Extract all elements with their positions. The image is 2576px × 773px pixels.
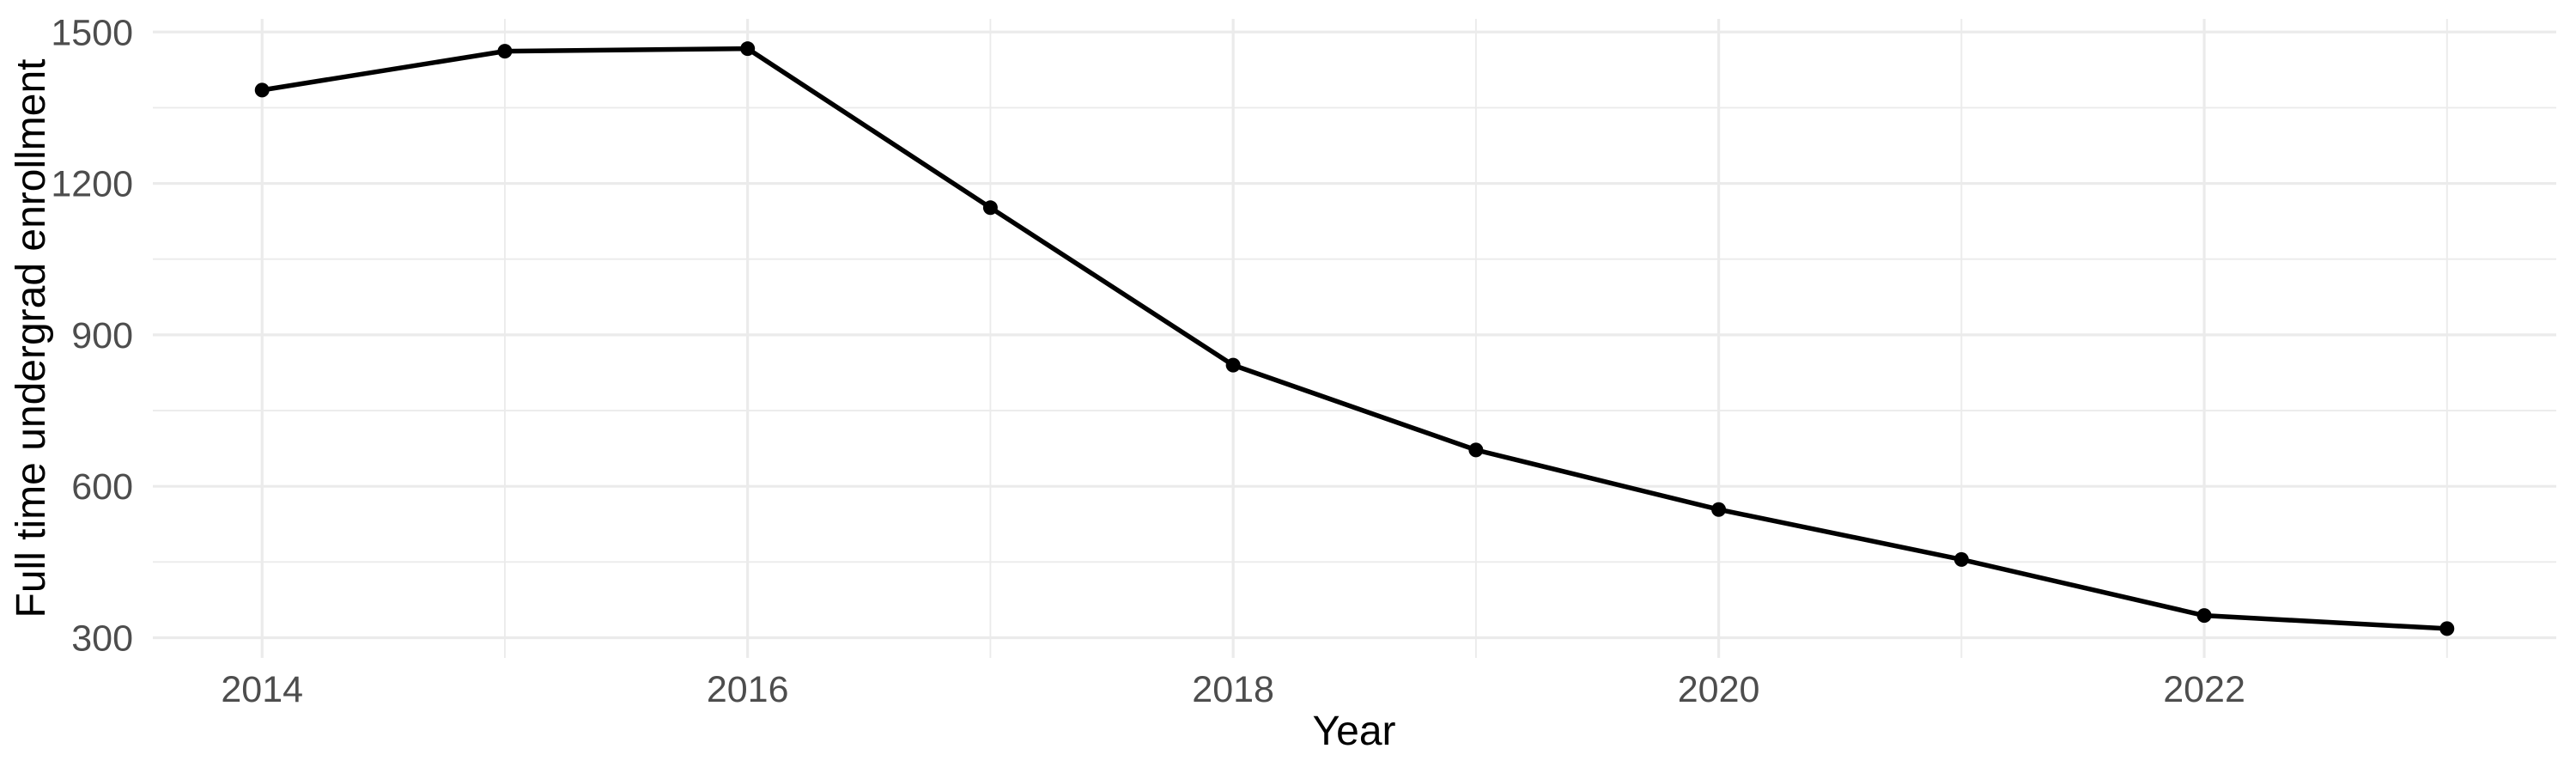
y-tick-label-1500: 1500 bbox=[51, 12, 133, 53]
data-point-2021 bbox=[1953, 551, 1969, 567]
x-axis-title: Year bbox=[1312, 709, 1396, 754]
data-point-2023 bbox=[2439, 621, 2455, 636]
data-point-2018 bbox=[1225, 357, 1241, 373]
data-point-2020 bbox=[1711, 502, 1727, 517]
data-point-2019 bbox=[1468, 442, 1484, 458]
y-tick-label-600: 600 bbox=[71, 466, 133, 508]
x-tick-label-2016: 2016 bbox=[707, 669, 789, 710]
x-tick-label-2020: 2020 bbox=[1678, 669, 1760, 710]
data-point-2022 bbox=[2196, 608, 2212, 624]
data-point-2017 bbox=[982, 200, 998, 216]
data-point-2016 bbox=[740, 41, 756, 57]
y-tick-label-900: 900 bbox=[71, 315, 133, 356]
x-tick-label-2022: 2022 bbox=[2163, 669, 2245, 710]
data-point-2014 bbox=[254, 82, 270, 98]
y-axis-title: Full time undergrad enrollment bbox=[9, 58, 54, 618]
x-tick-label-2014: 2014 bbox=[221, 669, 303, 710]
x-tick-label-2018: 2018 bbox=[1192, 669, 1274, 710]
y-tick-label-1200: 1200 bbox=[51, 164, 133, 205]
enrollment-series-line bbox=[261, 46, 2447, 631]
y-tick-label-300: 300 bbox=[71, 618, 133, 660]
data-point-2015 bbox=[497, 44, 513, 59]
